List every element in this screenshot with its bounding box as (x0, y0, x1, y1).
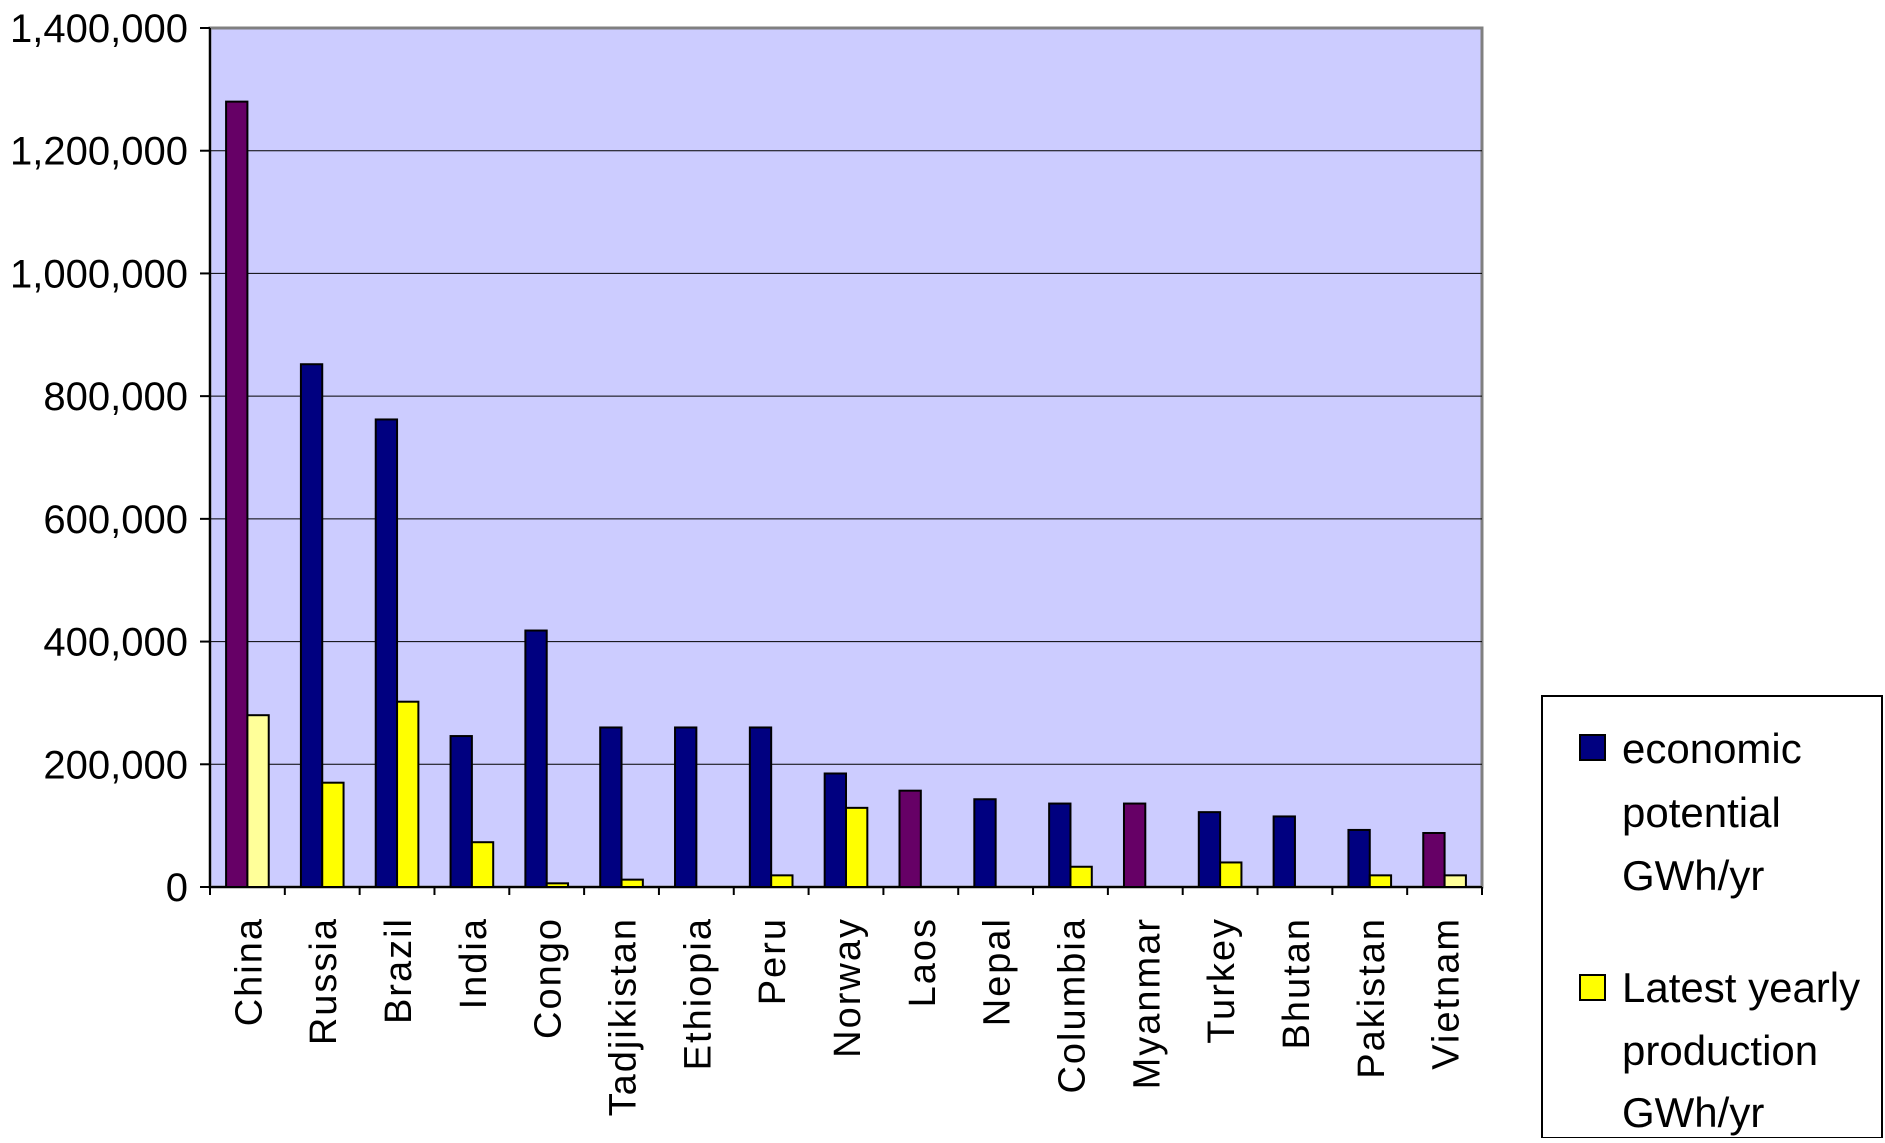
x-tick-label-nepal: Nepal (977, 917, 1019, 1026)
bar-laos-economic-potential (898, 789, 922, 889)
bar-tadjikistan-economic-potential (599, 726, 623, 888)
bars (225, 100, 1467, 889)
bar-china-latest-production (246, 714, 270, 889)
x-tick-label-laos: Laos (902, 917, 944, 1007)
y-tick-label: 1,000,000 (10, 252, 188, 296)
legend-box (1541, 695, 1883, 1139)
bar-nepal-economic-potential (973, 798, 997, 888)
legend-swatch-economic-potential (1579, 734, 1606, 761)
bar-columbia-economic-potential (1048, 802, 1072, 888)
x-tick-label-pakistan: Pakistan (1351, 917, 1393, 1079)
x-tick-label-congo: Congo (528, 917, 570, 1039)
x-tick-label-turkey: Turkey (1201, 917, 1243, 1044)
plot-area (208, 26, 1484, 889)
bar-tadjikistan-latest-production (620, 878, 644, 889)
grid-lines (210, 150, 1482, 765)
x-tick-label-peru: Peru (752, 917, 794, 1005)
x-tick-label-tadjikistan: Tadjikistan (603, 917, 645, 1116)
bar-pakistan-economic-potential (1347, 828, 1371, 889)
bar-russia-economic-potential (299, 363, 324, 889)
x-tick-label-myanmar: Myanmar (1126, 917, 1168, 1089)
y-tick-label: 0 (166, 866, 188, 910)
bar-bhutan-economic-potential (1272, 815, 1296, 888)
bar-vietnam-economic-potential (1422, 832, 1446, 889)
legend-label-latest-production-line-3: GWh/yr (1622, 1089, 1764, 1136)
bar-china-economic-potential (225, 100, 249, 888)
bar-india-economic-potential (449, 735, 473, 888)
bar-norway-economic-potential (823, 772, 847, 888)
bar-turkey-latest-production (1219, 861, 1243, 889)
bar-ethiopia-economic-potential (674, 726, 698, 888)
x-tick-label-vietnam: Vietnam (1426, 917, 1468, 1070)
x-tick-label-india: India (453, 917, 495, 1009)
y-tick-label: 200,000 (43, 743, 188, 787)
bar-congo-economic-potential (524, 629, 548, 889)
x-tick-label-china: China (228, 917, 270, 1026)
y-tick-label: 400,000 (43, 621, 188, 665)
bar-columbia-latest-production (1069, 865, 1093, 888)
x-tick-label-norway: Norway (827, 917, 869, 1058)
legend-label-latest-production-line-1: Latest yearly (1622, 964, 1860, 1011)
legend-label-economic-potential-line-2: potential (1622, 789, 1781, 836)
legend-swatch-latest-production (1579, 974, 1606, 1001)
bar-turkey-economic-potential (1197, 811, 1222, 888)
legend-label-economic-potential-line-1: economic (1622, 725, 1802, 772)
legend-label-economic-potential-line-3: GWh/yr (1622, 852, 1764, 899)
bar-india-latest-production (470, 841, 495, 889)
legend-label-latest-production-line-2: production (1622, 1027, 1818, 1074)
bar-vietnam-latest-production (1443, 874, 1467, 889)
y-tick-label: 1,400,000 (10, 7, 188, 51)
y-tick-label: 800,000 (43, 375, 188, 419)
bar-peru-economic-potential (748, 726, 773, 888)
x-tick-label-bhutan: Bhutan (1276, 917, 1318, 1049)
x-tick-label-columbia: Columbia (1051, 917, 1093, 1094)
y-axis-ticks: 0 200,000 400,000 600,000 800,000 1,000,000 1,… (10, 7, 210, 910)
bar-brazil-economic-potential (374, 418, 399, 888)
bar-russia-latest-production (321, 781, 345, 889)
x-tick-label-russia: Russia (303, 917, 345, 1045)
y-tick-label: 600,000 (43, 498, 188, 542)
y-tick-label: 1,200,000 (10, 130, 188, 174)
x-tick-label-brazil: Brazil (378, 917, 420, 1024)
x-axis-ticks: China Russia Brazil India Congo Tadjikistan Et… (209, 887, 1483, 1116)
legend: economic potential GWh/yr Latest yearly … (1541, 695, 1883, 1139)
bar-norway-latest-production (845, 806, 869, 889)
bar-myanmar-economic-potential (1122, 802, 1147, 888)
bar-peru-latest-production (770, 874, 794, 889)
bar-pakistan-latest-production (1368, 874, 1393, 889)
bar-brazil-latest-production (396, 700, 420, 888)
x-tick-label-ethiopia: Ethiopia (677, 917, 719, 1070)
